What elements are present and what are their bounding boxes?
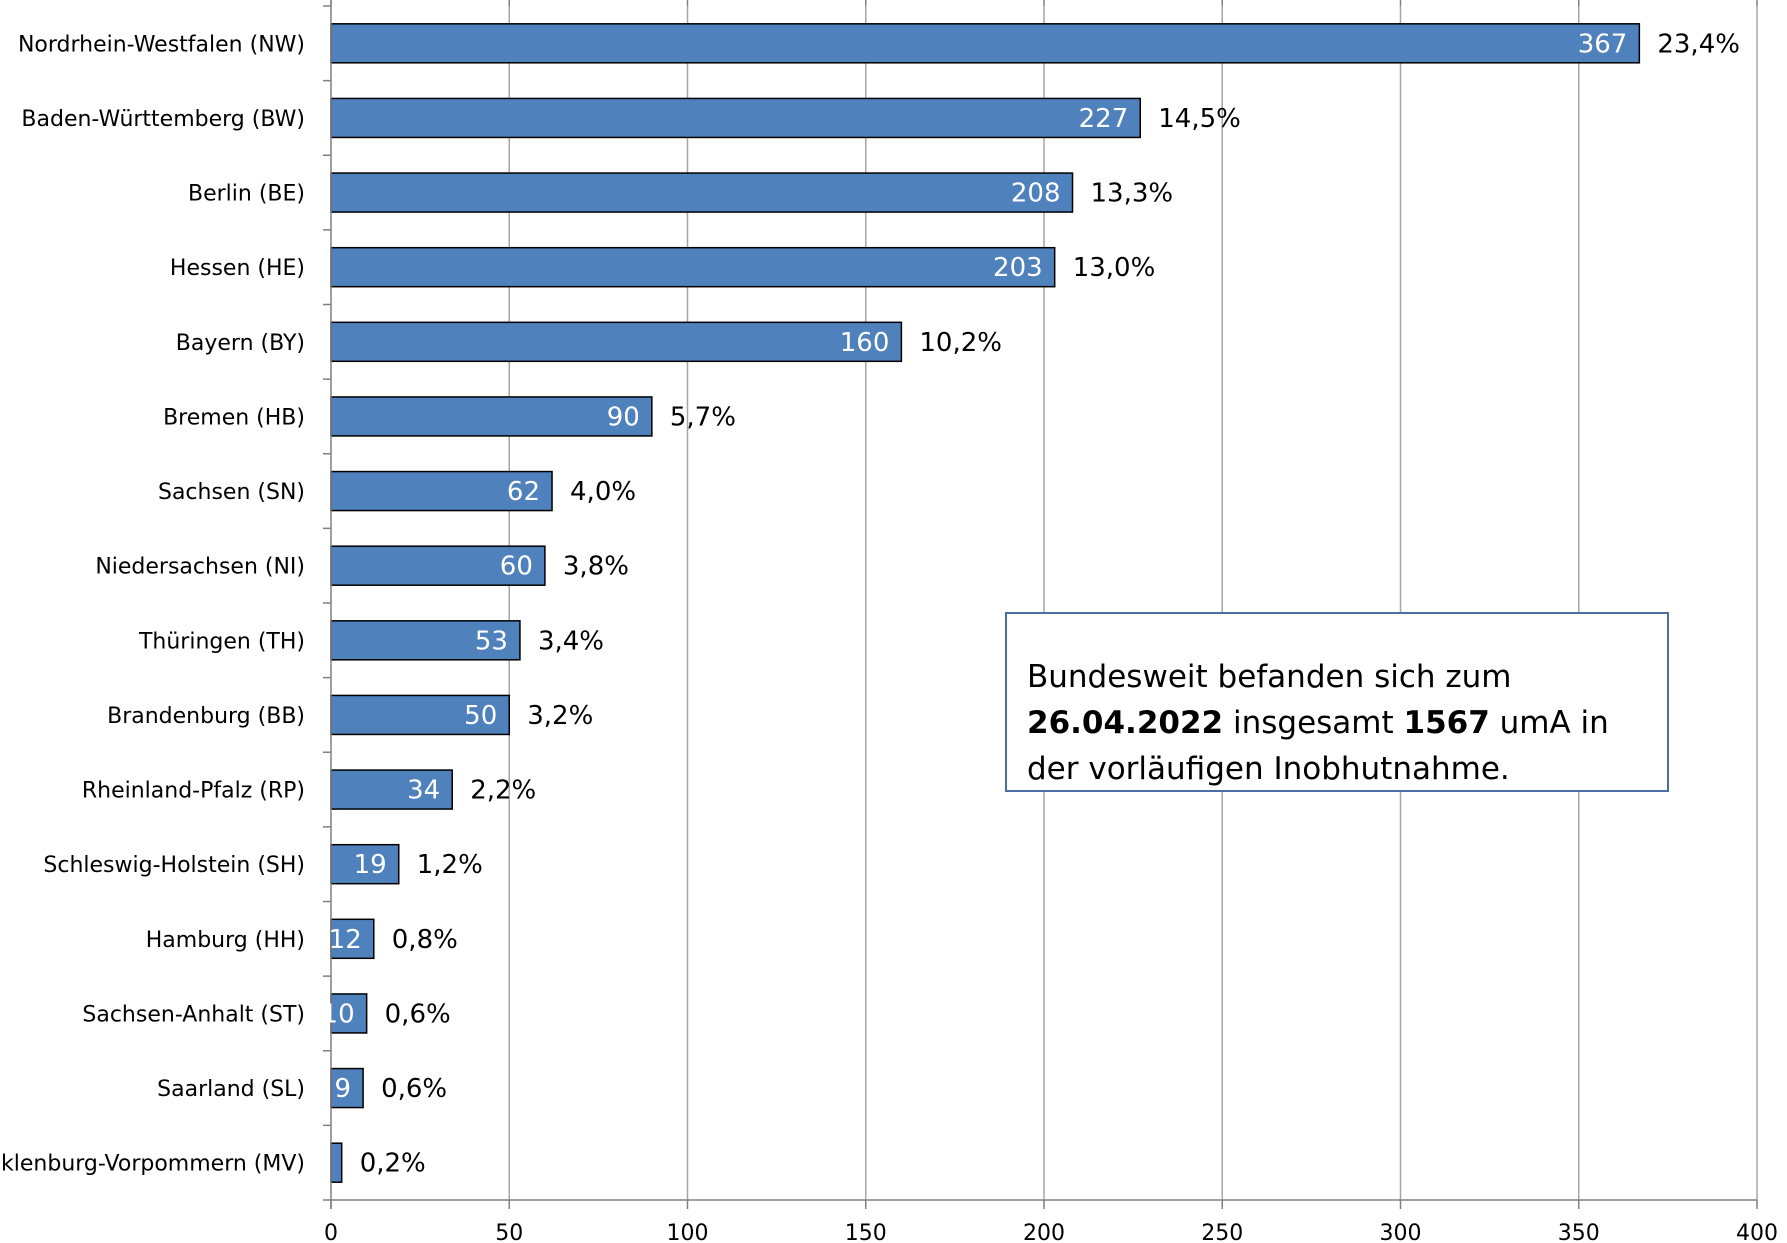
percent-label: 23,4% <box>1657 29 1740 59</box>
percent-label: 3,2% <box>527 701 593 731</box>
value-label: 50 <box>464 701 497 731</box>
percent-label: 1,2% <box>417 850 483 880</box>
percent-label: 3,8% <box>563 552 629 582</box>
value-label: 160 <box>840 328 890 358</box>
labels: 0 50 100 150 200 250 300 350 400Nordrhein-Westfa… <box>0 29 1778 1243</box>
value-label: 203 <box>993 253 1043 283</box>
bars <box>330 23 1641 1183</box>
bar <box>330 993 368 1034</box>
value-label: 19 <box>354 850 387 880</box>
category-label: Baden-Württemberg (BW) <box>21 107 305 132</box>
percent-label: 0,2% <box>360 1149 426 1179</box>
category-label: Nordrhein-Westfalen (NW) <box>18 32 305 57</box>
annotation-text-1: Bundesweit befanden sich zum <box>1027 659 1512 695</box>
x-tick-label: 150 <box>845 1221 887 1243</box>
bar <box>330 1142 343 1183</box>
axes <box>323 0 1758 1209</box>
bar <box>330 23 1641 64</box>
category-label: Bremen (HB) <box>163 405 305 430</box>
percent-label: 0,6% <box>381 1074 447 1104</box>
bar <box>330 396 653 437</box>
bar <box>330 545 546 586</box>
value-label: 53 <box>475 626 508 656</box>
category-label: Sachsen (SN) <box>158 480 305 505</box>
value-label: 34 <box>407 776 440 806</box>
value-label: 208 <box>1011 179 1061 209</box>
category-label: Niedersachsen (NI) <box>95 555 305 580</box>
category-label: Mecklenburg-Vorpommern (MV) <box>0 1152 305 1177</box>
annotation-box: Bundesweit befanden sich zum 26.04.2022 … <box>1005 612 1669 792</box>
category-label: Thüringen (TH) <box>138 629 305 654</box>
category-label: Hessen (HE) <box>170 256 305 281</box>
category-label: Saarland (SL) <box>157 1077 305 1102</box>
bar <box>330 1067 364 1109</box>
annotation-date: 26.04.2022 <box>1027 705 1224 741</box>
value-label: 227 <box>1079 104 1129 134</box>
bar <box>330 620 521 661</box>
percent-label: 5,7% <box>670 402 736 432</box>
value-label: 12 <box>329 925 362 955</box>
x-tick-label: 400 <box>1736 1221 1778 1243</box>
percent-label: 14,5% <box>1158 104 1241 134</box>
category-label: Sachsen-Anhalt (ST) <box>82 1002 305 1027</box>
percent-label: 13,0% <box>1073 253 1156 283</box>
percent-label: 4,0% <box>570 477 636 507</box>
category-label: Bayern (BY) <box>176 331 305 356</box>
x-tick-label: 50 <box>495 1221 523 1243</box>
percent-label: 2,2% <box>470 776 536 806</box>
value-label: 3 <box>313 1149 330 1179</box>
bar <box>330 246 1056 288</box>
percent-label: 13,3% <box>1091 179 1174 209</box>
bar <box>330 769 453 810</box>
category-label: Hamburg (HH) <box>146 928 305 953</box>
x-tick-label: 0 <box>324 1221 338 1243</box>
x-tick-label: 250 <box>1201 1221 1243 1243</box>
x-tick-label: 300 <box>1380 1221 1422 1243</box>
value-label: 90 <box>607 402 640 432</box>
annotation-total: 1567 <box>1403 705 1490 741</box>
x-tick-label: 100 <box>667 1221 709 1243</box>
value-label: 367 <box>1578 29 1628 59</box>
category-label: Schleswig-Holstein (SH) <box>43 853 305 878</box>
x-tick-label: 350 <box>1558 1221 1600 1243</box>
percent-label: 10,2% <box>919 328 1002 358</box>
value-label: 60 <box>500 552 533 582</box>
annotation-text-2: insgesamt <box>1223 705 1404 741</box>
bar <box>330 470 553 512</box>
x-tick-label: 200 <box>1023 1221 1065 1243</box>
value-label: 9 <box>335 1074 352 1104</box>
bar <box>330 321 903 363</box>
value-label: 62 <box>507 477 540 507</box>
category-label: Berlin (BE) <box>188 182 305 207</box>
bar <box>330 843 400 885</box>
bar <box>330 97 1142 139</box>
percent-label: 3,4% <box>538 626 604 656</box>
percent-label: 0,8% <box>392 925 458 955</box>
bar <box>330 694 510 736</box>
bar <box>330 172 1074 213</box>
value-label: 10 <box>322 999 355 1029</box>
category-label: Brandenburg (BB) <box>107 704 305 729</box>
percent-label: 0,6% <box>385 999 451 1029</box>
category-label: Rheinland-Pfalz (RP) <box>82 779 305 804</box>
annotation-text-3: umA in der vorläufigen Inobhutnahme. <box>1027 705 1609 787</box>
